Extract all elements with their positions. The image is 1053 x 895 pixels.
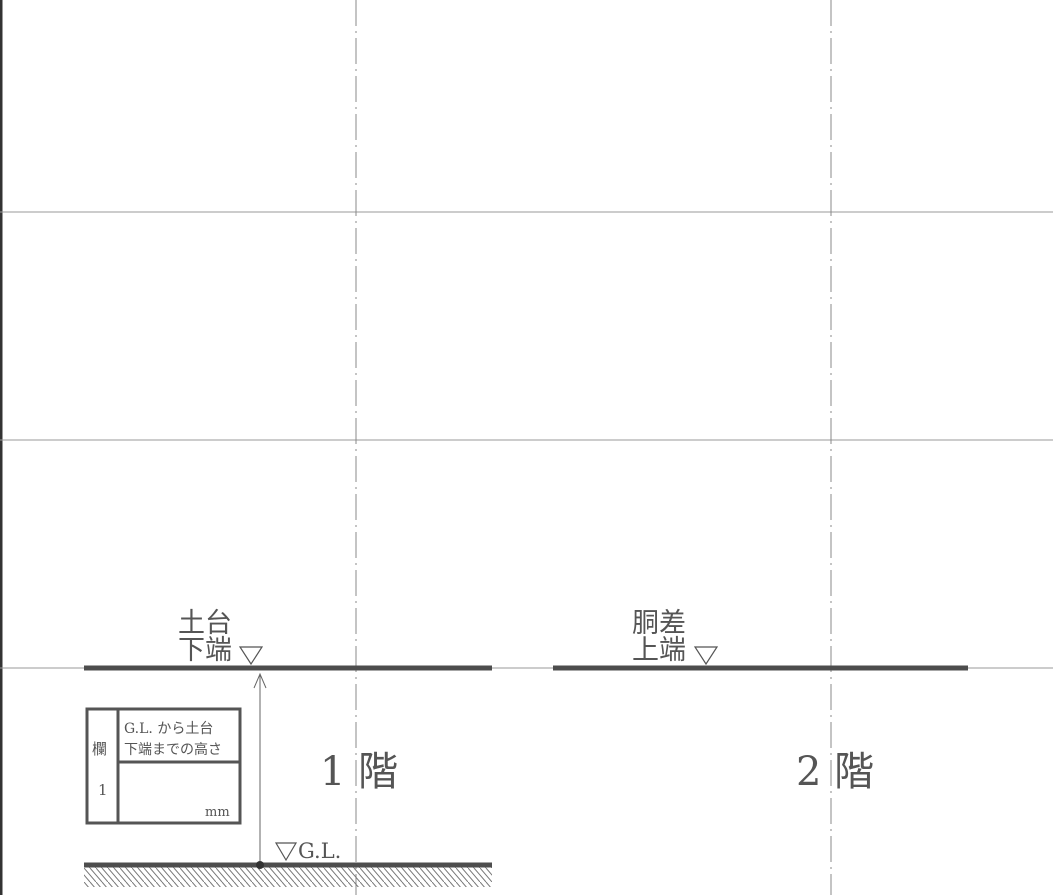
dousashi-marker-icon xyxy=(693,646,719,666)
dousashi-label-line2: 上端 xyxy=(632,635,686,666)
height-table: 欄 1 G.L. から土台 下端までの高さ mm xyxy=(85,707,242,825)
dodai-marker-icon xyxy=(238,646,264,666)
table-column-number: 1 xyxy=(98,781,108,799)
table-column-header: 欄 xyxy=(92,740,107,758)
dousashi-label-line1: 胴差 xyxy=(632,608,686,639)
floor2-label: 2 階 xyxy=(796,749,874,795)
ground-hatch xyxy=(84,867,492,887)
dodai-label-line1: 土台 xyxy=(178,608,232,639)
table-title-line1: G.L. から土台 xyxy=(124,721,213,737)
gl-marker-icon xyxy=(274,842,298,862)
dodai-label-line2: 下端 xyxy=(178,635,232,666)
floor1-label: 1 階 xyxy=(320,749,398,795)
table-unit: mm xyxy=(205,805,230,820)
table-title-line2: 下端までの高さ xyxy=(124,741,222,758)
dimension-dot xyxy=(256,861,264,869)
dimension-arrowhead xyxy=(253,672,267,689)
gl-label: G.L. xyxy=(298,839,341,863)
